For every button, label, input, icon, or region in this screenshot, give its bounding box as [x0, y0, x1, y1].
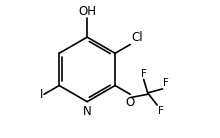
Text: OH: OH: [78, 5, 96, 18]
Text: F: F: [158, 106, 164, 116]
Text: F: F: [141, 69, 147, 79]
Text: Cl: Cl: [131, 31, 143, 44]
Text: F: F: [163, 78, 169, 88]
Text: I: I: [40, 88, 43, 101]
Text: O: O: [126, 96, 135, 109]
Text: N: N: [83, 105, 92, 118]
